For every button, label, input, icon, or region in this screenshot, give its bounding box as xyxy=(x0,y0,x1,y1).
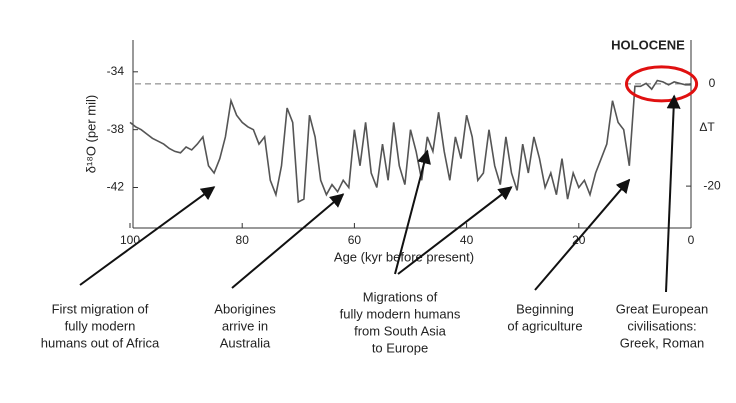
y2-tick-label: 0 xyxy=(709,76,716,90)
highlight-label: HOLOCENE xyxy=(611,37,685,52)
annotation-arrow xyxy=(231,193,345,289)
annotation-text: Great European xyxy=(616,301,709,316)
x-tick-label: 40 xyxy=(460,233,474,247)
x-tick-label: 0 xyxy=(688,233,695,247)
annotation-text: Beginning xyxy=(516,301,574,316)
y-axis-label: δ¹⁸O (per mil) xyxy=(83,95,98,173)
annotation-text: from South Asia xyxy=(354,323,447,338)
annotation-text: arrive in xyxy=(222,318,268,333)
annotation-text: First migration of xyxy=(52,301,149,316)
annotation-text: of agriculture xyxy=(507,318,582,333)
annotation-arrow xyxy=(394,149,431,275)
highlight-ellipse xyxy=(624,65,699,103)
y2-tick-label: -20 xyxy=(703,178,721,192)
annotation-text: civilisations: xyxy=(627,318,696,333)
annotation-text: to Europe xyxy=(372,340,428,355)
annotation-text: fully modern humans xyxy=(340,306,461,321)
x-axis-label: Age (kyr before present) xyxy=(334,249,474,264)
annotation-arrow xyxy=(665,94,681,293)
x-tick-label: 80 xyxy=(236,233,250,247)
annotation-arrow xyxy=(79,186,216,286)
data-line xyxy=(129,79,691,204)
y2-axis-label: ΔT xyxy=(699,120,715,134)
annotation-arrow xyxy=(397,186,513,275)
y-tick-label: -34 xyxy=(107,64,125,78)
annotation-text: humans out of Africa xyxy=(41,335,160,350)
x-tick-label: 100 xyxy=(120,233,140,247)
annotation-text: Migrations of xyxy=(363,289,438,304)
x-tick-label: 60 xyxy=(348,233,362,247)
annotation-text: Australia xyxy=(220,335,271,350)
y-tick-label: -38 xyxy=(107,122,125,136)
y-tick-label: -42 xyxy=(107,180,125,194)
annotation-text: Aborigines xyxy=(214,301,276,316)
annotation-text: Greek, Roman xyxy=(620,335,705,350)
annotation-arrow xyxy=(534,178,631,291)
annotation-text: fully modern xyxy=(65,318,136,333)
